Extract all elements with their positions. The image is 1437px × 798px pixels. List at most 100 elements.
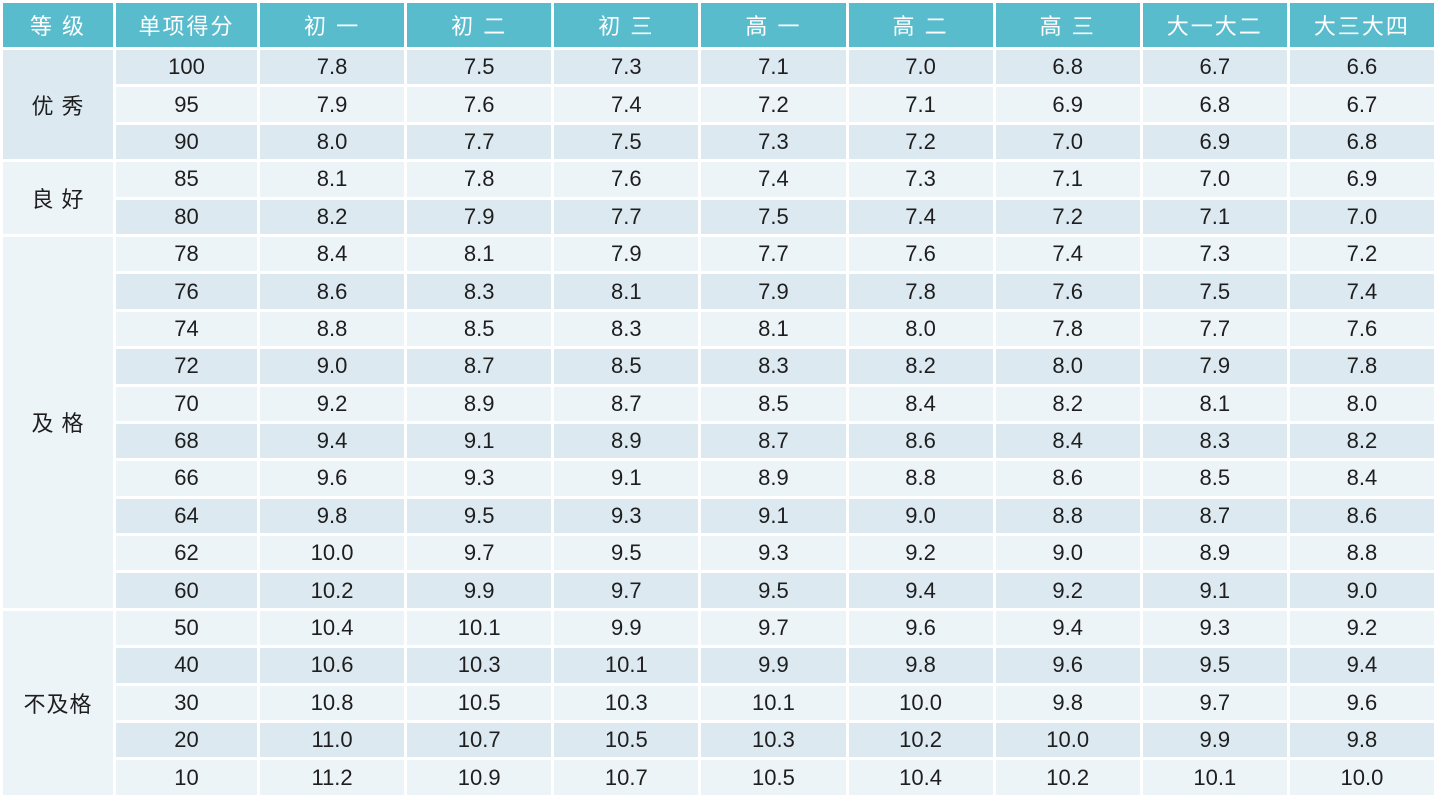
time-cell: 9.6 bbox=[995, 648, 1140, 683]
time-cell: 10.1 bbox=[554, 648, 699, 683]
table-row: 74 8.8 8.5 8.3 8.1 8.0 7.8 7.7 7.6 bbox=[3, 311, 1434, 347]
time-cell: 10.4 bbox=[260, 610, 405, 646]
time-cell: 6.8 bbox=[995, 50, 1140, 85]
time-cell: 7.4 bbox=[848, 199, 993, 234]
time-cell: 8.5 bbox=[701, 386, 846, 421]
time-cell: 9.5 bbox=[407, 498, 552, 534]
score-cell: 66 bbox=[116, 461, 257, 496]
time-cell: 10.5 bbox=[407, 685, 552, 721]
time-cell: 9.9 bbox=[1142, 723, 1287, 758]
time-cell: 7.9 bbox=[260, 87, 405, 122]
grade-group-cell: 及 格 bbox=[3, 236, 113, 608]
table-row: 90 8.0 7.7 7.5 7.3 7.2 7.0 6.9 6.8 bbox=[3, 124, 1434, 160]
score-cell: 78 bbox=[116, 236, 257, 272]
header-row: 等 级 单项得分 初 一 初 二 初 三 高 一 高 二 高 三 大一大二 大三… bbox=[3, 3, 1434, 47]
time-cell: 8.9 bbox=[554, 423, 699, 459]
time-cell: 10.2 bbox=[260, 573, 405, 608]
score-cell: 85 bbox=[116, 162, 257, 197]
time-cell: 9.0 bbox=[260, 349, 405, 384]
time-cell: 7.6 bbox=[554, 162, 699, 197]
time-cell: 7.8 bbox=[260, 50, 405, 85]
time-cell: 8.2 bbox=[260, 199, 405, 234]
column-header-junior2: 初 二 bbox=[407, 3, 552, 47]
time-cell: 6.7 bbox=[1289, 87, 1434, 122]
time-cell: 10.0 bbox=[260, 536, 405, 571]
score-cell: 10 bbox=[116, 760, 257, 795]
table-row: 68 9.4 9.1 8.9 8.7 8.6 8.4 8.3 8.2 bbox=[3, 423, 1434, 459]
time-cell: 6.8 bbox=[1289, 124, 1434, 160]
time-cell: 10.2 bbox=[848, 723, 993, 758]
time-cell: 8.3 bbox=[554, 311, 699, 347]
score-cell: 64 bbox=[116, 498, 257, 534]
time-cell: 9.5 bbox=[701, 573, 846, 608]
time-cell: 7.4 bbox=[1289, 274, 1434, 309]
time-cell: 8.8 bbox=[1289, 536, 1434, 571]
time-cell: 10.8 bbox=[260, 685, 405, 721]
time-cell: 8.2 bbox=[848, 349, 993, 384]
column-header-college12: 大一大二 bbox=[1142, 3, 1287, 47]
time-cell: 7.1 bbox=[1142, 199, 1287, 234]
time-cell: 8.1 bbox=[554, 274, 699, 309]
score-cell: 60 bbox=[116, 573, 257, 608]
time-cell: 8.9 bbox=[1142, 536, 1287, 571]
time-cell: 6.8 bbox=[1142, 87, 1287, 122]
time-cell: 10.3 bbox=[701, 723, 846, 758]
time-cell: 7.1 bbox=[848, 87, 993, 122]
time-cell: 7.0 bbox=[995, 124, 1140, 160]
time-cell: 7.5 bbox=[407, 50, 552, 85]
score-cell: 80 bbox=[116, 199, 257, 234]
time-cell: 6.9 bbox=[1142, 124, 1287, 160]
score-cell: 90 bbox=[116, 124, 257, 160]
time-cell: 9.4 bbox=[995, 610, 1140, 646]
time-cell: 9.3 bbox=[701, 536, 846, 571]
table-row: 72 9.0 8.7 8.5 8.3 8.2 8.0 7.9 7.8 bbox=[3, 349, 1434, 384]
time-cell: 7.9 bbox=[1142, 349, 1287, 384]
time-cell: 10.7 bbox=[407, 723, 552, 758]
time-cell: 9.3 bbox=[1142, 610, 1287, 646]
time-cell: 7.7 bbox=[701, 236, 846, 272]
time-cell: 7.4 bbox=[554, 87, 699, 122]
score-cell: 95 bbox=[116, 87, 257, 122]
time-cell: 10.1 bbox=[407, 610, 552, 646]
time-cell: 9.2 bbox=[848, 536, 993, 571]
column-header-senior2: 高 二 bbox=[848, 3, 993, 47]
time-cell: 7.6 bbox=[1289, 311, 1434, 347]
table-row: 95 7.9 7.6 7.4 7.2 7.1 6.9 6.8 6.7 bbox=[3, 87, 1434, 122]
time-cell: 7.6 bbox=[407, 87, 552, 122]
time-cell: 7.8 bbox=[1289, 349, 1434, 384]
table-row: 76 8.6 8.3 8.1 7.9 7.8 7.6 7.5 7.4 bbox=[3, 274, 1434, 309]
time-cell: 10.1 bbox=[701, 685, 846, 721]
time-cell: 8.9 bbox=[701, 461, 846, 496]
time-cell: 8.1 bbox=[260, 162, 405, 197]
score-cell: 72 bbox=[116, 349, 257, 384]
time-cell: 9.2 bbox=[260, 386, 405, 421]
time-cell: 7.9 bbox=[407, 199, 552, 234]
time-cell: 10.5 bbox=[554, 723, 699, 758]
time-cell: 7.4 bbox=[995, 236, 1140, 272]
table-row: 20 11.0 10.7 10.5 10.3 10.2 10.0 9.9 9.8 bbox=[3, 723, 1434, 758]
time-cell: 8.4 bbox=[260, 236, 405, 272]
column-header-junior3: 初 三 bbox=[554, 3, 699, 47]
time-cell: 8.0 bbox=[848, 311, 993, 347]
time-cell: 9.4 bbox=[260, 423, 405, 459]
time-cell: 8.1 bbox=[701, 311, 846, 347]
time-cell: 8.3 bbox=[1142, 423, 1287, 459]
time-cell: 8.4 bbox=[995, 423, 1140, 459]
time-cell: 6.6 bbox=[1289, 50, 1434, 85]
score-cell: 50 bbox=[116, 610, 257, 646]
time-cell: 8.0 bbox=[260, 124, 405, 160]
time-cell: 8.3 bbox=[701, 349, 846, 384]
score-cell: 68 bbox=[116, 423, 257, 459]
column-header-senior3: 高 三 bbox=[995, 3, 1140, 47]
time-cell: 10.1 bbox=[1142, 760, 1287, 795]
column-header-senior1: 高 一 bbox=[701, 3, 846, 47]
grade-group-cell: 不及格 bbox=[3, 610, 113, 795]
time-cell: 6.9 bbox=[1289, 162, 1434, 197]
time-cell: 9.6 bbox=[848, 610, 993, 646]
time-cell: 8.1 bbox=[1142, 386, 1287, 421]
time-cell: 6.7 bbox=[1142, 50, 1287, 85]
time-cell: 6.9 bbox=[995, 87, 1140, 122]
table-row: 良 好 85 8.1 7.8 7.6 7.4 7.3 7.1 7.0 6.9 bbox=[3, 162, 1434, 234]
time-cell: 7.8 bbox=[995, 311, 1140, 347]
time-cell: 8.8 bbox=[848, 461, 993, 496]
